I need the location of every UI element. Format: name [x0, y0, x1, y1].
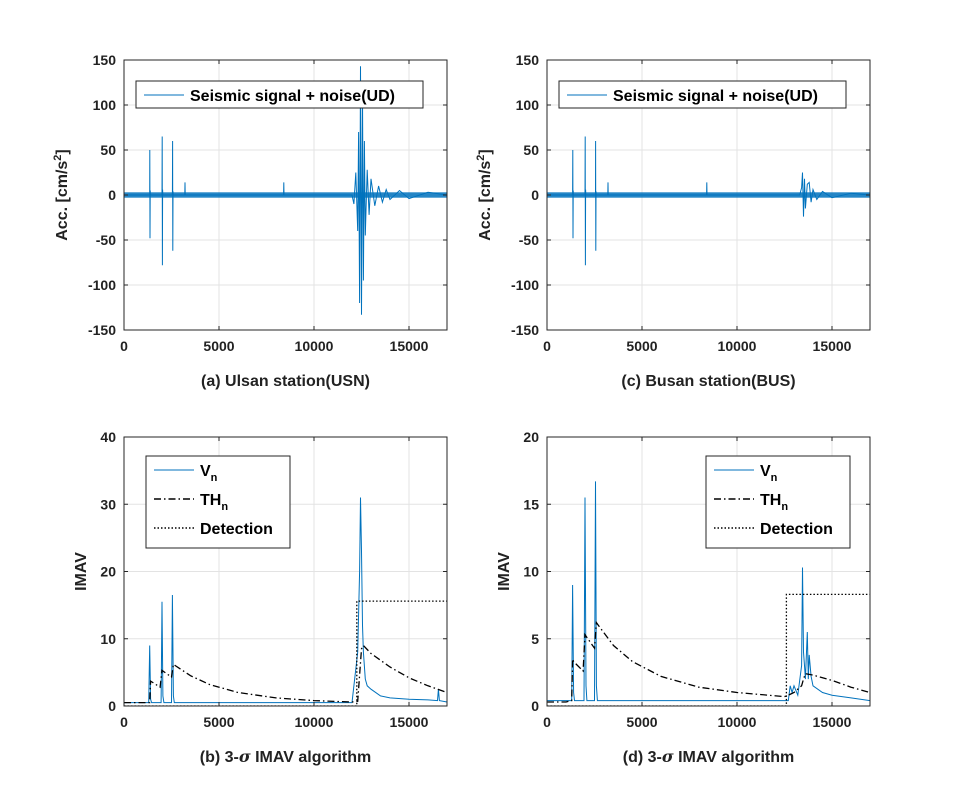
x-tick-label: 15000 [390, 338, 429, 354]
y-tick-label: -100 [88, 277, 116, 293]
x-tick-label: 15000 [813, 338, 852, 354]
x-tick-label: 5000 [626, 338, 657, 354]
y-axis-label: Acc. [cm/s2] [52, 149, 71, 241]
y-tick-label: 150 [516, 52, 540, 68]
x-axis-label: (c) Busan station(BUS) [621, 373, 795, 390]
legend-label: Detection [200, 521, 273, 538]
noise-band [547, 192, 870, 198]
y-tick-label: 0 [531, 698, 539, 714]
y-tick-label: -100 [511, 277, 539, 293]
y-tick-label: 50 [523, 142, 539, 158]
chart-b: 0 5000 10000 15000 0 10 20 30 40 (b) 3-σ IMAV alg… [73, 429, 448, 766]
x-tick-label: 0 [120, 338, 128, 354]
x-tick-label: 10000 [295, 338, 334, 354]
x-tick-label: 10000 [295, 714, 334, 730]
y-tick-label: 100 [93, 97, 117, 113]
series-line-1 [124, 497, 447, 704]
x-axis-label: (d) 3-σ IMAV algorithm [623, 747, 795, 766]
x-tick-label: 10000 [718, 714, 757, 730]
chart-a: 0 5000 10000 15000 -150 -100 -50 0 50 100 150 (a) U… [52, 52, 448, 390]
y-tick-label: -50 [96, 232, 116, 248]
legend-box [135, 80, 424, 109]
series-line-3 [547, 593, 870, 706]
y-tick-label: 150 [93, 52, 117, 68]
x-tick-label: 5000 [626, 714, 657, 730]
x-tick-label: 5000 [203, 338, 234, 354]
y-tick-label: 5 [531, 631, 539, 647]
y-tick-label: 0 [108, 698, 116, 714]
y-tick-label: 40 [100, 429, 116, 445]
y-tick-label: 20 [100, 564, 116, 580]
y-tick-label: 10 [523, 564, 539, 580]
chart-d: 0 5000 10000 15000 0 5 10 15 20 (d) 3-σ IMAV algo… [496, 429, 871, 766]
x-tick-label: 15000 [390, 714, 429, 730]
legend: Seismic signal + noise(UD) [558, 80, 847, 109]
x-tick-label: 10000 [718, 338, 757, 354]
legend-label: Seismic signal + noise(UD) [190, 88, 395, 105]
legend: Vn THn Detection [145, 455, 291, 549]
legend-box [145, 455, 291, 549]
series-line-1 [547, 481, 870, 702]
x-axis-label: (b) 3-σ IMAV algorithm [200, 747, 372, 766]
x-tick-label: 0 [543, 714, 551, 730]
series-line-3 [124, 600, 447, 706]
y-tick-label: 15 [523, 496, 539, 512]
legend-box [705, 455, 851, 549]
x-tick-label: 0 [120, 714, 128, 730]
legend-label: Detection [760, 521, 833, 538]
y-tick-label: 0 [531, 187, 539, 203]
y-axis-label: Acc. [cm/s2] [475, 149, 494, 241]
y-axis-label: IMAV [73, 552, 90, 591]
x-tick-label: 15000 [813, 714, 852, 730]
legend-label: Vn [760, 463, 778, 484]
chart-c: 0 5000 10000 15000 -150 -100 -50 0 50 100 150 (c) B… [475, 52, 871, 390]
y-axis-label: IMAV [496, 552, 513, 591]
legend-label: THn [760, 492, 788, 513]
x-tick-label: 5000 [203, 714, 234, 730]
y-tick-label: -50 [519, 232, 539, 248]
y-tick-label: 0 [108, 187, 116, 203]
legend: Seismic signal + noise(UD) [135, 80, 424, 109]
noise-band [124, 192, 447, 198]
y-tick-label: 10 [100, 631, 116, 647]
legend-label: Seismic signal + noise(UD) [613, 88, 818, 105]
x-tick-label: 0 [543, 338, 551, 354]
x-axis-label: (a) Ulsan station(USN) [201, 373, 370, 390]
legend-label: THn [200, 492, 228, 513]
series-line-2 [124, 644, 447, 704]
y-tick-label: 20 [523, 429, 539, 445]
legend-label: Vn [200, 463, 218, 484]
y-tick-label: -150 [88, 322, 116, 338]
y-tick-label: 100 [516, 97, 540, 113]
y-tick-label: -150 [511, 322, 539, 338]
legend: Vn THn Detection [705, 455, 851, 549]
y-tick-label: 50 [100, 142, 116, 158]
y-tick-label: 30 [100, 496, 116, 512]
